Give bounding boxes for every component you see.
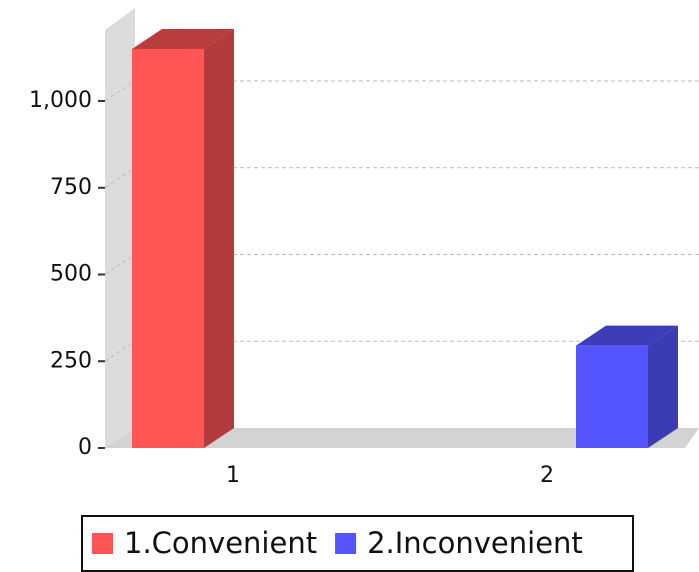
bar-side <box>204 28 234 448</box>
legend-label: 2.Inconvenient <box>367 526 583 560</box>
y-tick-label: 1,000 <box>29 88 92 113</box>
y-tick-label: 500 <box>50 262 92 287</box>
bar-top <box>132 28 234 49</box>
grid-line <box>104 167 136 189</box>
legend-swatch <box>92 533 113 554</box>
x-tick-label: 1 <box>226 463 240 488</box>
x-tick-label: 2 <box>540 463 554 488</box>
bar-side <box>648 325 678 448</box>
y-tick-label: 750 <box>50 175 92 200</box>
grid-line <box>104 340 136 362</box>
bar <box>132 28 234 448</box>
grid-line <box>104 80 136 102</box>
bar-top <box>576 325 678 346</box>
y-tick-label: 0 <box>78 435 92 460</box>
legend-label: 1.Convenient <box>124 526 317 560</box>
bar <box>576 325 678 448</box>
bar-front <box>576 345 648 448</box>
legend-swatch <box>335 533 357 554</box>
y-tick-label: 250 <box>50 348 92 373</box>
axis-wall <box>105 8 135 448</box>
legend-box <box>81 515 634 572</box>
grid-line <box>104 254 136 275</box>
bar-front <box>132 48 204 448</box>
floor <box>105 428 699 448</box>
